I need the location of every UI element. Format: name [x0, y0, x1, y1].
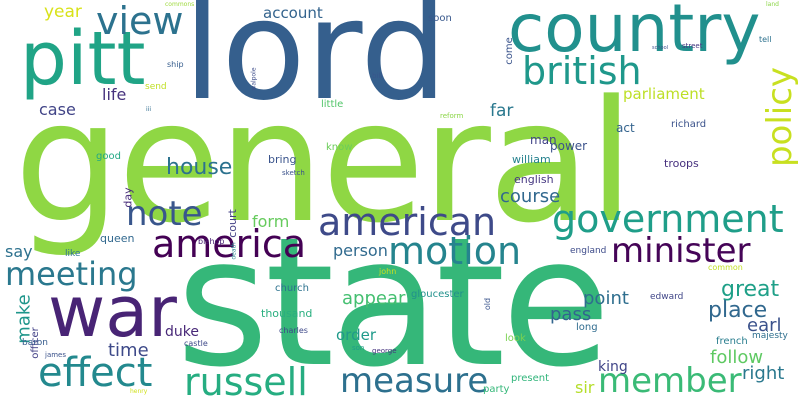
word-far: far	[490, 101, 514, 121]
word-commons: commons	[165, 1, 195, 8]
word-motion: motion	[388, 229, 522, 273]
word-king: king	[598, 359, 628, 375]
word-time: time	[108, 340, 149, 361]
word-minister: minister	[611, 231, 751, 271]
word-long: long	[576, 322, 598, 333]
word-party: party	[483, 384, 510, 395]
word-earl: earl	[747, 315, 782, 336]
word-power: power	[550, 139, 588, 153]
word-great: great	[721, 277, 780, 302]
word-bill: bill	[372, 72, 383, 80]
word-view: view	[96, 0, 184, 43]
word-pass: pass	[550, 304, 592, 325]
word-present: present	[511, 373, 550, 384]
word-look: look	[505, 333, 526, 344]
word-person: person	[333, 241, 388, 260]
word-tell: tell	[759, 35, 772, 44]
word-order: order	[336, 326, 376, 344]
word-bring: bring	[268, 153, 297, 166]
word-baron: baron	[22, 338, 48, 348]
word-little: little	[321, 99, 344, 110]
word-policy: policy	[760, 66, 800, 168]
word-act: act	[616, 121, 635, 135]
word-year: year	[44, 2, 82, 22]
word-bishop: bishop	[198, 237, 225, 246]
word-right: right	[742, 363, 785, 384]
word-henry: henry	[130, 388, 148, 395]
word-come: come	[503, 37, 515, 65]
word-george: george	[372, 347, 397, 355]
word-british: british	[522, 49, 642, 93]
word-say: say	[5, 242, 33, 261]
word-member: member	[598, 361, 742, 400]
word-thousand: thousand	[261, 307, 313, 320]
word-majesty: majesty	[752, 331, 788, 341]
word-point: point	[583, 288, 629, 309]
word-sir: sir	[575, 378, 595, 397]
word-edward: edward	[650, 292, 684, 302]
word-ship: ship	[167, 60, 184, 69]
word-england: england	[570, 246, 607, 256]
word-lord: lord	[183, 0, 448, 131]
word-gloucester: gloucester	[411, 289, 464, 300]
word-duke: duke	[165, 324, 199, 340]
word-school: school	[652, 45, 669, 51]
word-william: william	[512, 153, 551, 166]
word-iii: iii	[146, 106, 152, 113]
word-government: government	[552, 197, 784, 241]
word-queen: queen	[100, 232, 135, 245]
word-form: form	[252, 212, 290, 231]
word-church: church	[275, 283, 309, 294]
word-russell: russell	[184, 360, 308, 400]
word-street: street	[682, 42, 703, 50]
word-common: common	[708, 263, 743, 272]
word-general: general	[14, 64, 635, 260]
word-parliament: parliament	[623, 85, 705, 103]
word-american: american	[318, 200, 497, 244]
word-day: day	[121, 187, 135, 208]
word-man: man	[530, 133, 557, 147]
word-war: war	[48, 271, 177, 353]
word-case: case	[39, 100, 76, 119]
word-sketch: sketch	[282, 169, 305, 177]
word-pitt: pitt	[20, 16, 146, 102]
word-good: good	[96, 151, 121, 162]
word-know: know	[326, 142, 353, 153]
word-old: old	[483, 297, 493, 311]
word-house: house	[166, 155, 233, 180]
word-castle: castle	[184, 339, 208, 348]
word-death: death	[230, 242, 238, 260]
word-place: place	[708, 298, 768, 323]
word-charles: charles	[279, 326, 308, 335]
word-life: life	[102, 85, 127, 104]
word-course: course	[500, 186, 561, 207]
word-measure: measure	[340, 361, 489, 400]
word-state: state	[176, 199, 611, 400]
word-court: court	[225, 209, 239, 238]
word-walpole: walpole	[250, 67, 258, 91]
word-send: send	[145, 82, 167, 92]
word-french: french	[716, 336, 748, 347]
word-james: james	[45, 351, 67, 359]
word-land: land	[766, 1, 779, 8]
word-john: john	[379, 267, 397, 276]
word-country: country	[508, 0, 761, 67]
word-reform: reform	[440, 112, 464, 120]
word-like: like	[65, 249, 81, 259]
word-effect: effect	[38, 350, 153, 396]
word-appear: appear	[342, 288, 406, 309]
word-account: account	[263, 4, 323, 22]
word-troops: troops	[664, 157, 699, 170]
word-son: son	[352, 344, 365, 352]
word-richard: richard	[671, 119, 707, 130]
word-note: note	[126, 194, 203, 234]
word-follow: follow	[710, 347, 764, 368]
word-english: english	[514, 173, 554, 186]
word-soon: soon	[428, 13, 452, 24]
word-meeting: meeting	[5, 255, 138, 293]
word-america: america	[152, 222, 307, 266]
